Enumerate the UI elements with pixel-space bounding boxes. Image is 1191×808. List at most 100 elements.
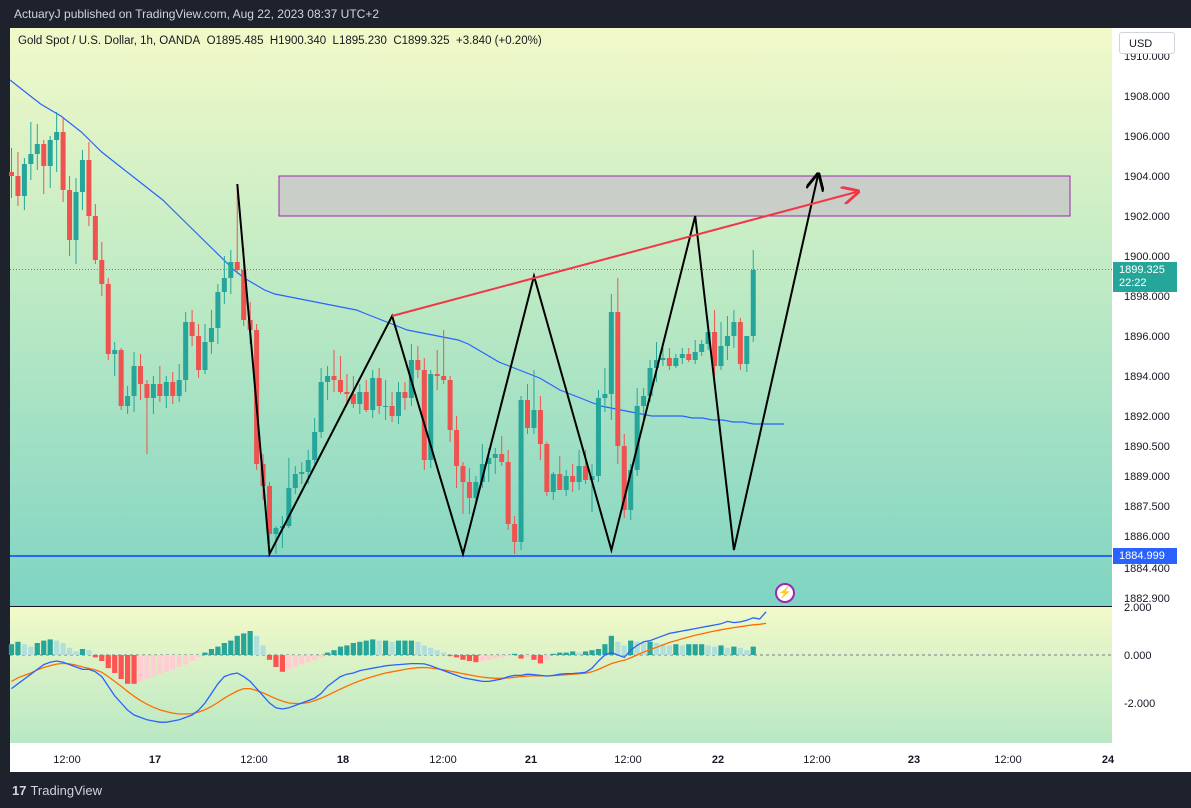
candle-body[interactable] <box>318 382 324 432</box>
candle-body[interactable] <box>357 392 363 404</box>
candle-body[interactable] <box>92 216 98 260</box>
candle-body[interactable] <box>686 354 692 360</box>
candle-body[interactable] <box>692 352 698 360</box>
candle-body[interactable] <box>737 322 743 364</box>
candle-body[interactable] <box>376 378 382 406</box>
candle-body[interactable] <box>273 528 279 534</box>
candle-body[interactable] <box>267 486 272 534</box>
candle-body[interactable] <box>241 270 247 320</box>
candle-body[interactable] <box>750 270 756 336</box>
candle-body[interactable] <box>479 464 485 482</box>
candle-body[interactable] <box>505 462 511 524</box>
candle-body[interactable] <box>576 466 582 482</box>
candle-body[interactable] <box>428 374 434 460</box>
candle-body[interactable] <box>150 384 156 398</box>
macd-signal-line[interactable] <box>11 622 767 715</box>
candle-body[interactable] <box>21 164 27 196</box>
candle-body[interactable] <box>370 378 376 410</box>
candle-body[interactable] <box>641 396 647 406</box>
horizontal-line-tag[interactable]: 1884.999 <box>1113 548 1177 564</box>
candle-body[interactable] <box>525 400 530 428</box>
candle-body[interactable] <box>286 488 292 526</box>
candle-body[interactable] <box>634 406 640 470</box>
candle-body[interactable] <box>583 466 589 480</box>
resistance-zone[interactable] <box>278 175 1071 217</box>
candle-body[interactable] <box>202 342 208 370</box>
candle-body[interactable] <box>183 322 189 380</box>
candle-body[interactable] <box>208 328 214 342</box>
candle-body[interactable] <box>666 358 672 366</box>
candle-body[interactable] <box>712 332 718 366</box>
candle-body[interactable] <box>660 358 666 360</box>
candle-body[interactable] <box>563 476 569 490</box>
candle-body[interactable] <box>363 392 369 410</box>
candle-body[interactable] <box>305 460 311 472</box>
rising-trendline-arrow[interactable] <box>391 192 856 317</box>
candle-body[interactable] <box>221 278 227 292</box>
candle-body[interactable] <box>544 444 550 492</box>
candle-body[interactable] <box>679 354 685 358</box>
time-axis[interactable] <box>10 743 1191 772</box>
candle-body[interactable] <box>744 336 750 364</box>
candle-body[interactable] <box>454 430 460 466</box>
candle-body[interactable] <box>518 400 524 542</box>
zigzag-projection-path[interactable] <box>236 176 818 558</box>
candle-body[interactable] <box>131 366 137 396</box>
candle-body[interactable] <box>415 360 421 370</box>
candle-body[interactable] <box>441 376 447 380</box>
candle-body[interactable] <box>292 474 298 488</box>
tradingview-brand[interactable]: 17 TradingView <box>12 783 102 798</box>
candle-body[interactable] <box>189 322 195 336</box>
candle-body[interactable] <box>41 144 47 166</box>
candle-body[interactable] <box>215 292 221 328</box>
candle-body[interactable] <box>389 406 395 416</box>
macd-line[interactable] <box>11 611 767 723</box>
moving-average-line[interactable] <box>9 79 784 425</box>
candle-body[interactable] <box>337 380 343 392</box>
candle-body[interactable] <box>86 160 92 216</box>
price-axis[interactable] <box>1112 28 1191 743</box>
candle-body[interactable] <box>602 394 608 398</box>
candle-body[interactable] <box>73 192 79 240</box>
candle-body[interactable] <box>531 410 537 428</box>
candle-body[interactable] <box>170 382 176 396</box>
candle-body[interactable] <box>157 384 163 396</box>
candle-body[interactable] <box>138 366 143 384</box>
candle-body[interactable] <box>9 172 14 176</box>
candle-body[interactable] <box>99 260 105 284</box>
candle-body[interactable] <box>731 322 737 336</box>
candle-body[interactable] <box>434 374 440 376</box>
candle-body[interactable] <box>699 344 705 352</box>
candle-body[interactable] <box>466 482 472 498</box>
candle-body[interactable] <box>79 160 85 192</box>
candle-body[interactable] <box>615 312 621 446</box>
candle-body[interactable] <box>299 472 305 474</box>
candle-body[interactable] <box>176 380 182 396</box>
candle-body[interactable] <box>344 392 350 394</box>
candle-body[interactable] <box>34 144 40 154</box>
candle-body[interactable] <box>512 524 518 542</box>
candle-body[interactable] <box>105 284 111 354</box>
candle-body[interactable] <box>447 380 453 430</box>
candle-body[interactable] <box>144 384 150 398</box>
candle-body[interactable] <box>396 392 401 416</box>
candle-body[interactable] <box>421 370 427 460</box>
candle-body[interactable] <box>350 394 356 404</box>
candle-body[interactable] <box>595 398 601 476</box>
candle-body[interactable] <box>654 360 659 368</box>
candle-body[interactable] <box>118 350 124 406</box>
candle-body[interactable] <box>112 350 118 354</box>
chart-area[interactable]: 1882.900 1884.400 1886.000 1887.500 1889.000… <box>0 28 1191 772</box>
candle-body[interactable] <box>234 262 240 270</box>
candle-body[interactable] <box>228 262 234 278</box>
candle-body[interactable] <box>163 382 169 396</box>
candle-body[interactable] <box>383 406 389 407</box>
candle-body[interactable] <box>492 454 498 458</box>
candle-body[interactable] <box>54 132 60 140</box>
lightning-icon[interactable]: ⚡ <box>775 583 795 603</box>
candle-body[interactable] <box>673 358 679 366</box>
candle-body[interactable] <box>196 336 202 370</box>
candle-body[interactable] <box>705 332 711 344</box>
candle-body[interactable] <box>550 474 556 492</box>
candle-body[interactable] <box>312 432 318 460</box>
